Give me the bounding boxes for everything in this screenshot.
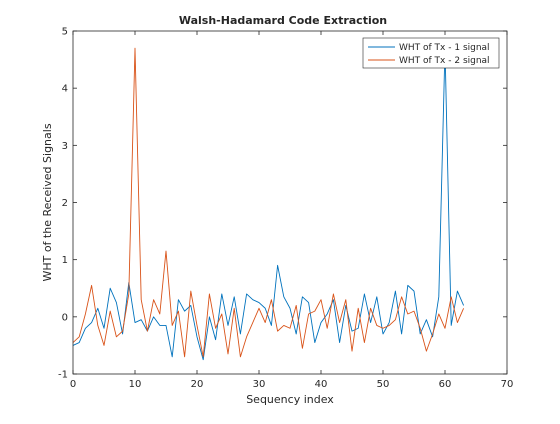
- x-axis-label: Sequency index: [246, 393, 334, 406]
- x-tick-label: 20: [191, 379, 204, 390]
- x-tick-label: 60: [439, 379, 452, 390]
- legend-label-series-1: WHT of Tx - 1 signal: [399, 43, 490, 53]
- x-tick-label: 40: [315, 379, 328, 390]
- y-tick-label: 3: [62, 141, 68, 152]
- legend: WHT of Tx - 1 signal WHT of Tx - 2 signa…: [363, 38, 499, 68]
- x-tick-label: 50: [377, 379, 390, 390]
- x-tick-label: 0: [70, 379, 76, 390]
- chart-title: Walsh-Hadamard Code Extraction: [179, 14, 387, 27]
- x-tick-label: 30: [253, 379, 266, 390]
- y-axis-label: WHT of the Received Signals: [41, 123, 54, 281]
- y-tick-label: 2: [62, 198, 68, 209]
- x-tick-label: 70: [501, 379, 514, 390]
- y-tick-label: 1: [62, 255, 68, 266]
- plot-area: [73, 31, 507, 374]
- y-tick-label: 4: [62, 84, 68, 95]
- legend-label-series-2: WHT of Tx - 2 signal: [399, 56, 490, 66]
- x-tick-label: 10: [129, 379, 142, 390]
- y-tick-label: -1: [58, 370, 68, 381]
- y-tick-label: 0: [62, 312, 68, 323]
- y-tick-label: 5: [62, 27, 68, 38]
